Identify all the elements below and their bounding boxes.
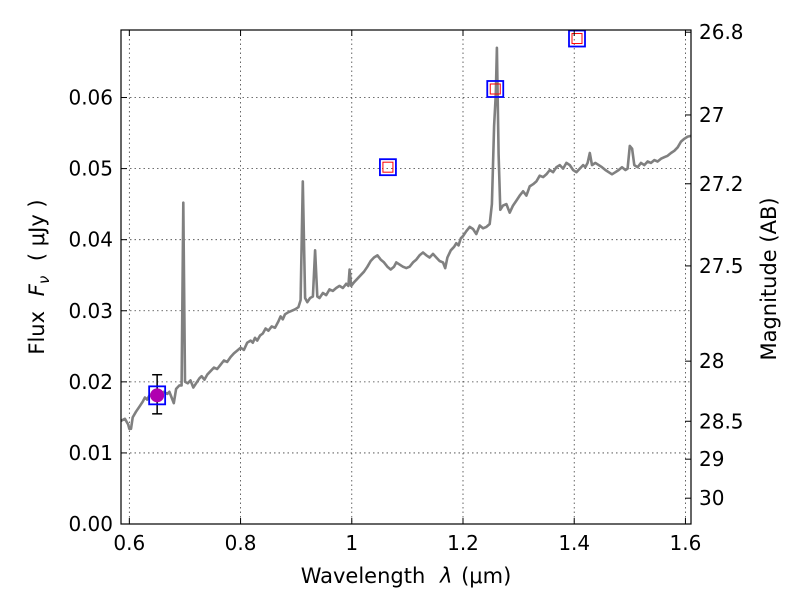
y2-tick-label: 27: [699, 103, 724, 127]
model-point-inner-box: [383, 162, 393, 172]
x-tick-label: 1.2: [447, 531, 479, 555]
y-tick-label: 0.06: [68, 86, 113, 110]
x-tick-label: 1.4: [558, 531, 590, 555]
spectrum-series: [121, 48, 691, 429]
observed-point: [150, 388, 164, 402]
axis-ticks: 0.6 0.8 1 1.2 1.4 1.6 0.00 0.01 0.02 0.03 0.04 0.05…: [68, 20, 743, 555]
y2-tick-label: 29: [699, 447, 724, 471]
y2-tick-label: 26.8: [699, 20, 744, 44]
y-axis-title: Flux Fν ( μJy ): [25, 199, 54, 354]
photometry-markers: [149, 31, 585, 414]
spectrum-line: [121, 48, 691, 429]
y2-tick-label: 27.5: [699, 254, 744, 278]
model-point-inner-box: [572, 34, 582, 44]
plot-frame: [121, 30, 691, 524]
x-tick-label: 0.8: [225, 531, 257, 555]
y2-tick-label: 30: [699, 486, 724, 510]
y-tick-label: 0.05: [68, 157, 113, 181]
y-tick-label: 0.01: [68, 441, 113, 465]
x-tick-label: 1.6: [670, 531, 702, 555]
x-axis-title: Wavelength λ (μm): [301, 564, 512, 588]
x-tick-label: 0.6: [113, 531, 145, 555]
y-tick-label: 0.03: [68, 299, 113, 323]
y2-axis-title: Magnitude (AB): [757, 197, 781, 360]
y2-tick-label: 28.5: [699, 409, 744, 433]
grid-lines: [121, 30, 691, 524]
x-tick-label: 1: [345, 531, 358, 555]
y-tick-label: 0.00: [68, 512, 113, 536]
y-tick-label: 0.04: [68, 228, 113, 252]
y-tick-label: 0.02: [68, 370, 113, 394]
model-point-box: [569, 31, 585, 47]
y2-tick-label: 27.2: [699, 172, 744, 196]
y2-tick-label: 28: [699, 349, 724, 373]
flux-chart: 0.6 0.8 1 1.2 1.4 1.6 0.00 0.01 0.02 0.03 0.04 0.05…: [0, 0, 800, 600]
model-point-box: [380, 159, 396, 175]
